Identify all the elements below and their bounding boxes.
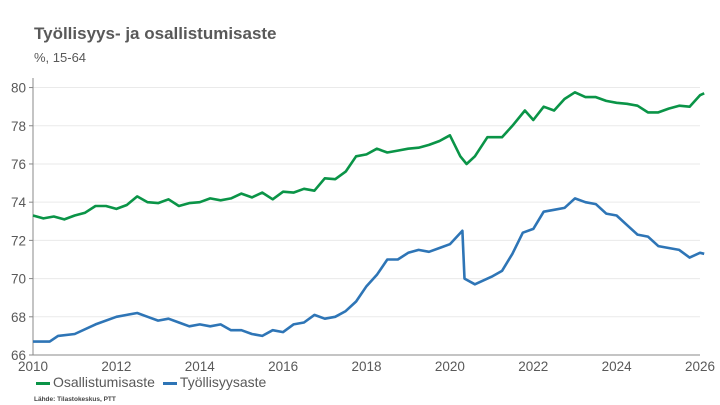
y-tick-label: 66 [11, 348, 26, 363]
y-tick-label: 70 [11, 272, 26, 287]
legend-label: Osallistumisaste [53, 374, 155, 390]
y-tick-label: 76 [11, 157, 26, 172]
chart-title: Työllisyys- ja osallistumisaste [34, 24, 277, 43]
legend-item-osallistumisaste: Osallistumisaste [36, 374, 155, 390]
x-tick-label: 2020 [435, 359, 465, 374]
x-tick-label: 2014 [185, 359, 216, 374]
series-line-osallistumisaste [32, 91, 705, 221]
y-tick-label: 78 [11, 119, 26, 134]
legend-item-tyollisyysaste: Työllisyysaste [162, 374, 267, 390]
legend-swatch [162, 381, 177, 385]
legend-label: Työllisyysaste [179, 374, 267, 390]
y-tick-label: 80 [11, 81, 26, 96]
series-line-tyollisyysaste [33, 197, 705, 343]
chart-subtitle: %, 15-64 [34, 50, 87, 65]
x-tick-label: 2024 [602, 359, 633, 374]
y-tick-label: 68 [11, 310, 26, 325]
y-tick-label: 72 [11, 233, 26, 248]
x-tick-label: 2026 [685, 359, 715, 374]
x-tick-label: 2022 [518, 359, 548, 374]
x-tick-label: 2010 [18, 359, 48, 374]
x-tick-label: 2012 [101, 359, 131, 374]
x-tick-label: 2016 [268, 359, 298, 374]
source-note: Lähde: Tilastokeskus, PTT [34, 396, 116, 403]
x-tick-label: 2018 [351, 359, 381, 374]
legend-swatch [36, 381, 50, 385]
y-tick-label: 74 [11, 195, 27, 210]
legend: Osallistumisaste Työllisyysaste [36, 374, 266, 390]
